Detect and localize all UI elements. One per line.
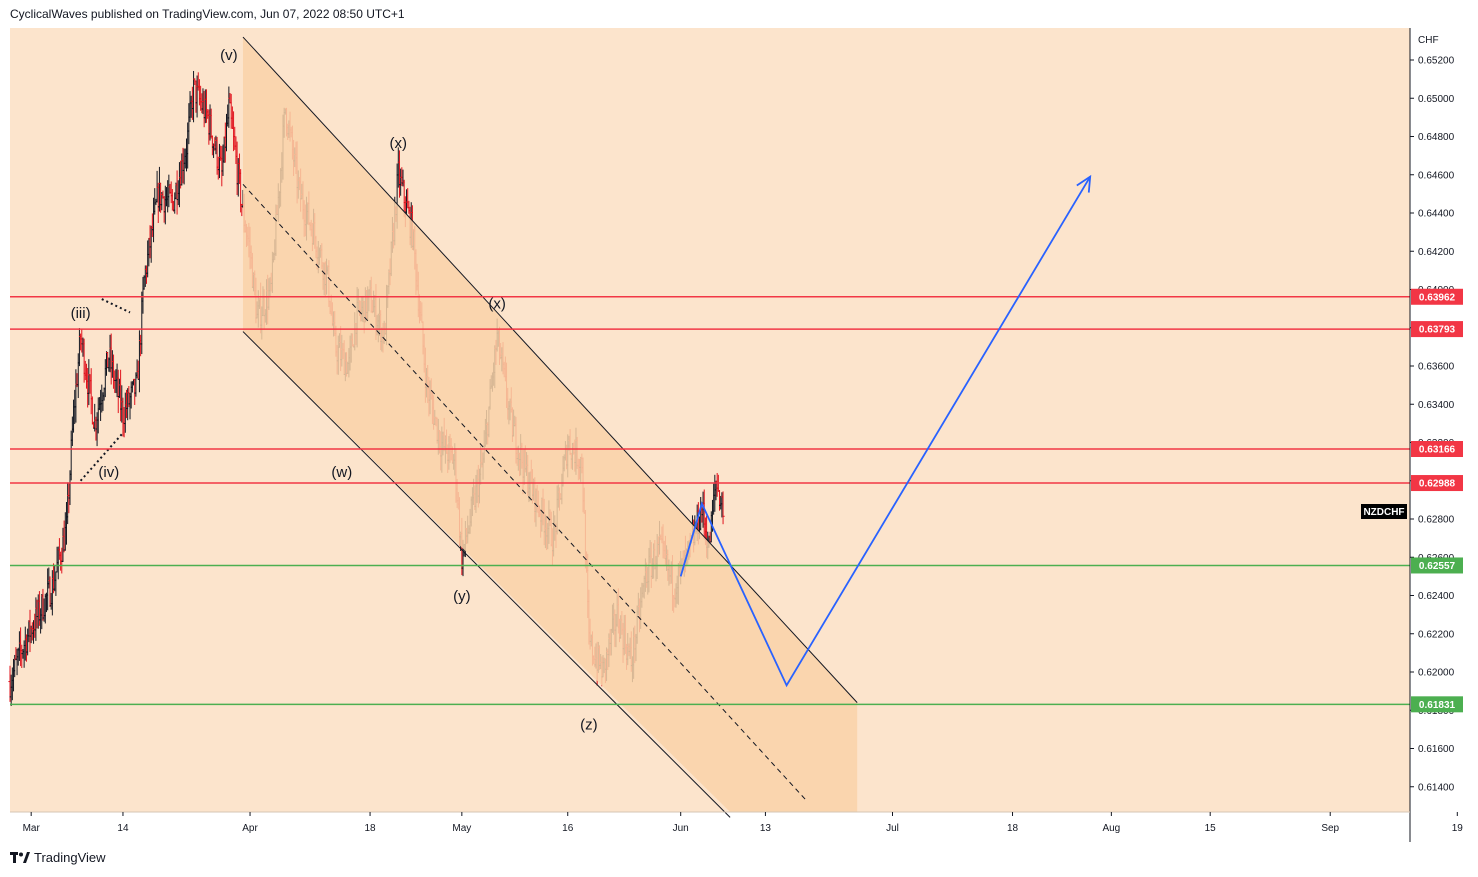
footer: TradingView (10, 850, 106, 865)
tradingview-brand: TradingView (34, 850, 106, 865)
x-tick-label: Sep (1321, 823, 1339, 834)
channel-lower-line (242, 331, 731, 818)
price-level-badge-bg (1411, 557, 1463, 574)
y-tick-label: 0.64200 (1418, 247, 1455, 258)
y-tick-label: 0.64600 (1418, 170, 1455, 181)
y-tick-label: 0.65200 (1418, 56, 1455, 67)
wave-label: (y) (453, 588, 471, 605)
x-tick-label: Jun (673, 823, 689, 834)
price-level-badge-bg (1411, 696, 1463, 713)
wave-label: (x) (488, 296, 506, 313)
channel-middle-line (242, 183, 809, 803)
y-tick-label: 0.64400 (1418, 209, 1455, 220)
y-tick-label: 0.62000 (1418, 668, 1455, 679)
symbol-badge-label: NZDCHF (1363, 507, 1404, 518)
x-tick-label: 13 (760, 823, 772, 834)
x-tick-label: 18 (364, 823, 376, 834)
triangle-lower-line (79, 432, 124, 482)
symbol-badge: NZDCHF (1361, 504, 1407, 519)
projection-arrowhead (1076, 174, 1092, 193)
wave-label: (v) (220, 47, 238, 64)
x-tick-label: May (452, 823, 471, 834)
price-level-badge: 0.62988 (1411, 475, 1463, 492)
y-tick-label: 0.63600 (1418, 362, 1455, 373)
price-level-badge: 0.63793 (1411, 321, 1463, 338)
tradingview-logo-icon (10, 851, 30, 863)
y-tick-label: 0.61600 (1418, 744, 1455, 755)
price-level-badge: 0.63166 (1411, 441, 1463, 458)
y-tick-label: 0.64800 (1418, 132, 1455, 143)
wave-label: (iii) (71, 305, 91, 322)
price-level-badge-bg (1411, 288, 1463, 305)
y-tick-label: 0.62400 (1418, 591, 1455, 602)
x-tick-label: 14 (117, 823, 129, 834)
triangle-upper-line (101, 298, 131, 314)
x-tick-label: 16 (562, 823, 574, 834)
price-level-badge-label: 0.63793 (1419, 325, 1456, 336)
price-badges: 0.63962 0.63793 0.63166 0.62988 0.62557 0.618… (1361, 288, 1463, 713)
price-level-badge-label: 0.63166 (1419, 445, 1456, 456)
price-level-badge: 0.62557 (1411, 557, 1463, 574)
x-tick-label: Jul (886, 823, 899, 834)
y-tick-label: 0.62200 (1418, 629, 1455, 640)
price-axis[interactable]: CHF 0.65200 0.65000 0.64800 0.64600 0.64400 0.… (1410, 35, 1455, 793)
y-tick-label: 0.65000 (1418, 94, 1455, 105)
x-tick-label: 19 (1452, 823, 1464, 834)
currency-label: CHF (1418, 35, 1439, 46)
time-axis[interactable]: Mar 14 Apr 18 May 16 Jun 13 Jul 18 Aug 15 Sep 19 (23, 812, 1464, 834)
overlays: (v) (iii) (iv) (x) (w) (x) (y) (z) (10, 36, 1410, 818)
publisher-header: CyclicalWaves published on TradingView.c… (10, 7, 405, 21)
wave-label: (iv) (98, 464, 119, 481)
y-tick-label: 0.62800 (1418, 515, 1455, 526)
price-level-badge-label: 0.62988 (1419, 479, 1456, 490)
wave-label: (w) (331, 464, 352, 481)
price-level-badge-label: 0.61831 (1419, 700, 1456, 711)
x-tick-label: Apr (242, 823, 258, 834)
x-tick-label: Mar (23, 823, 41, 834)
price-level-badge: 0.63962 (1411, 288, 1463, 305)
wave-label: (x) (390, 135, 408, 152)
price-level-badge-label: 0.62557 (1419, 561, 1456, 572)
price-level-badge-bg (1411, 441, 1463, 458)
price-level-badge-bg (1411, 475, 1463, 492)
x-tick-label: 15 (1205, 823, 1217, 834)
x-tick-label: 18 (1007, 823, 1019, 834)
price-level-badge-label: 0.63962 (1419, 292, 1456, 303)
projection-path (679, 176, 1091, 688)
candle (721, 491, 725, 525)
channel-upper-line (242, 36, 858, 703)
price-level-badge: 0.61831 (1411, 696, 1463, 713)
y-tick-label: 0.61400 (1418, 782, 1455, 793)
price-level-badge-bg (1411, 321, 1463, 338)
x-tick-label: Aug (1102, 823, 1120, 834)
wave-label: (z) (580, 716, 598, 733)
y-tick-label: 0.63400 (1418, 400, 1455, 411)
channel-fill (242, 37, 858, 813)
symbol-badge-bg (1361, 504, 1407, 519)
